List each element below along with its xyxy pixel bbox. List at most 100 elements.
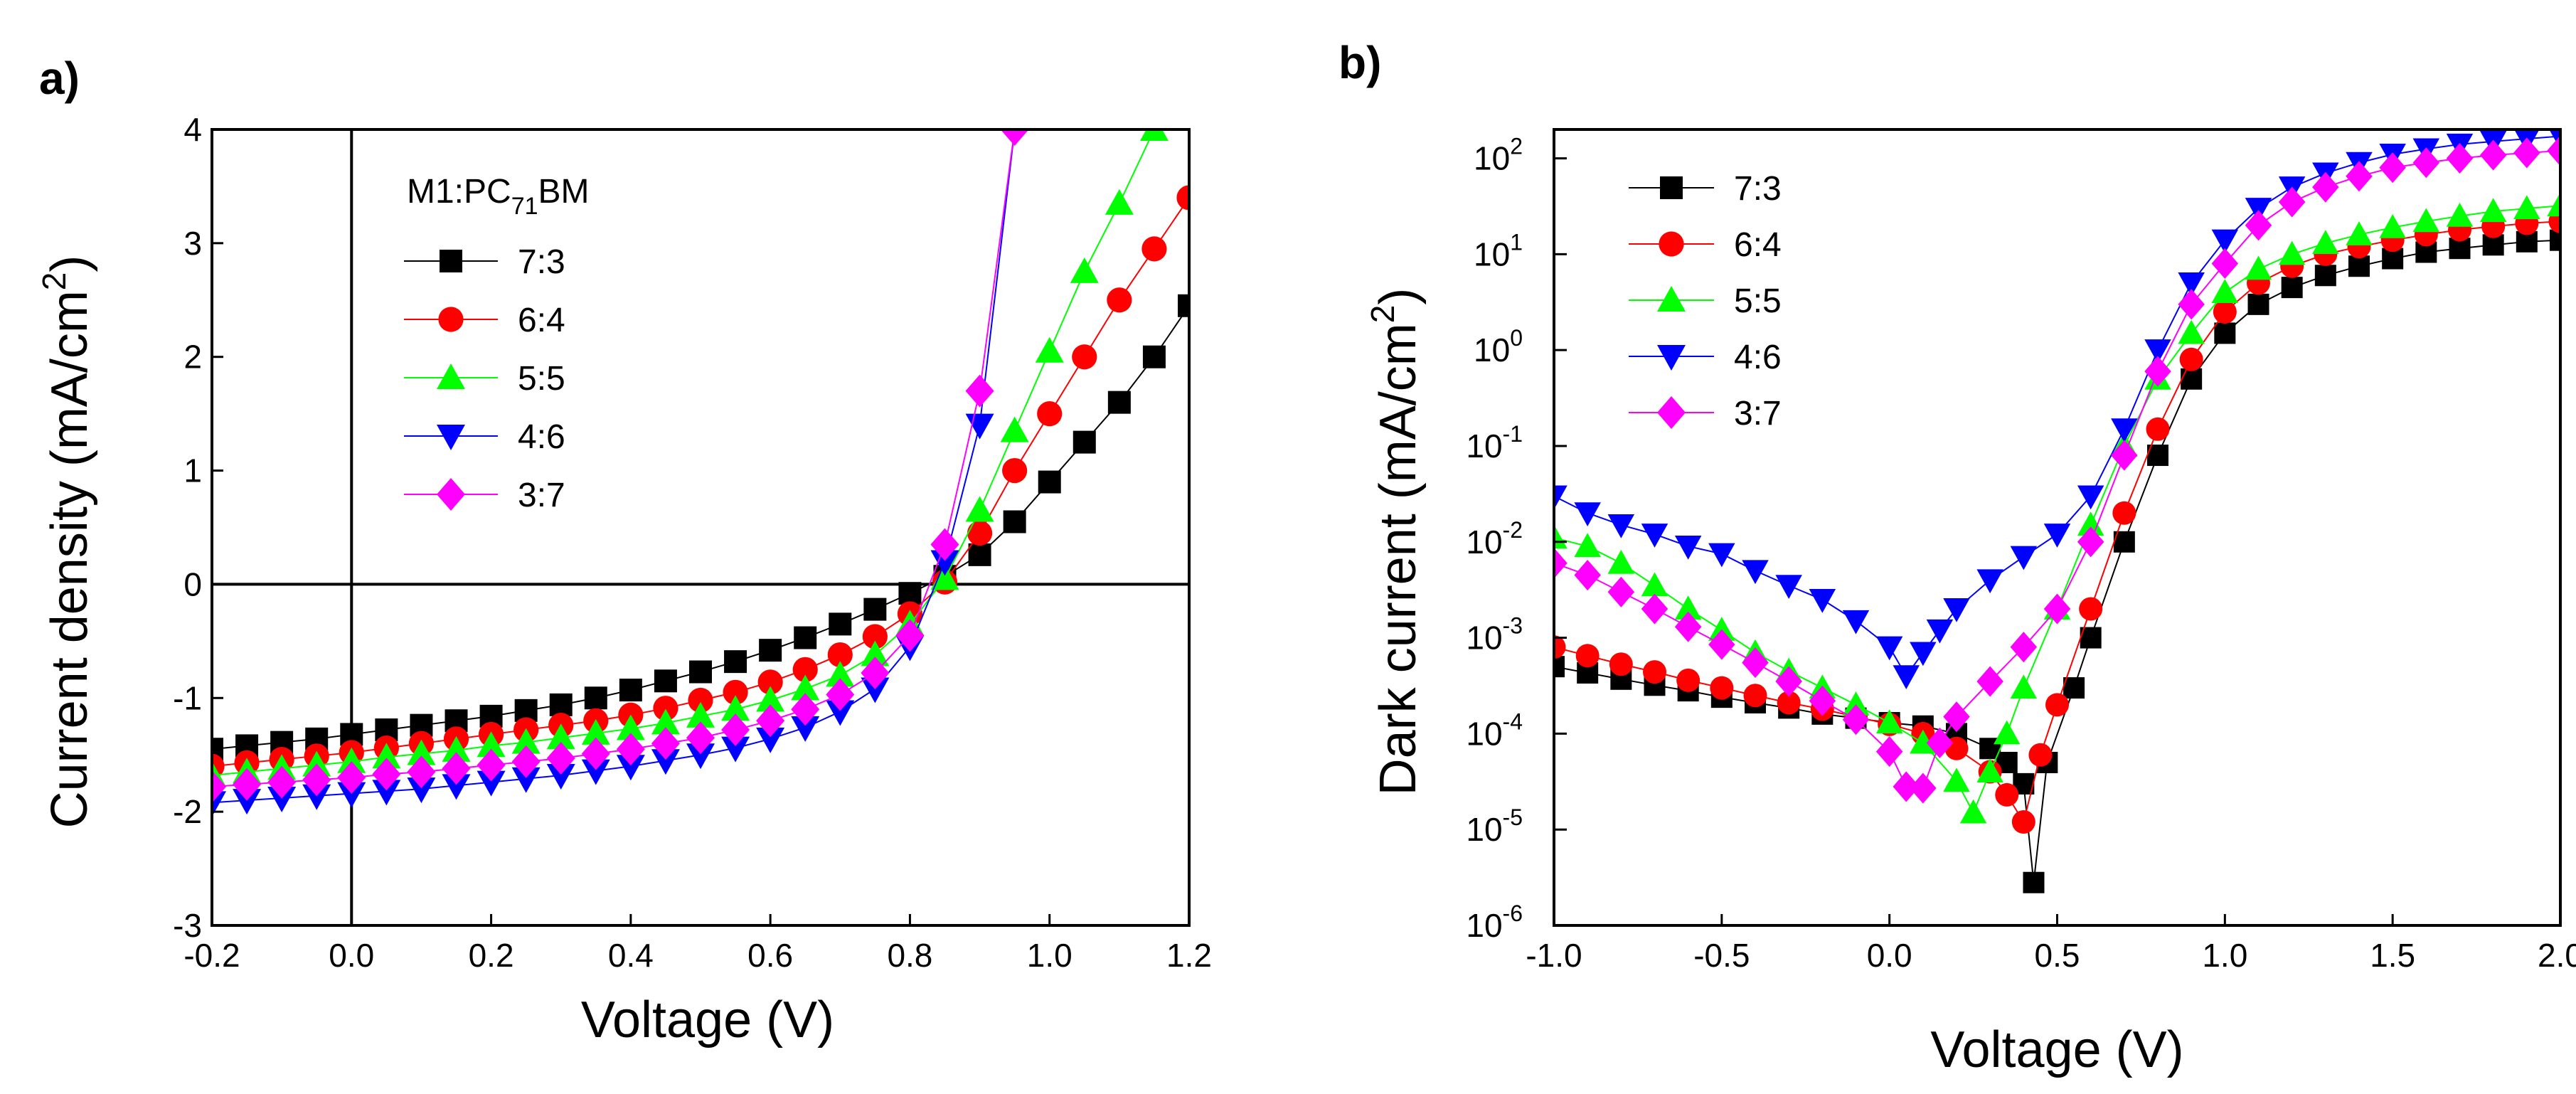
data-point-5:5 [1105,188,1134,215]
y-tick-exp: -3 [1503,613,1523,639]
data-point-4:6 [1574,502,1601,526]
data-point-6:4 [2079,597,2103,621]
data-point-3:7 [965,374,994,408]
data-point-5:5 [1000,416,1029,442]
y-axis-title-a: Current density (mA/cm2) [36,255,98,829]
data-point-3:7 [1809,685,1836,716]
data-point-6:4 [1575,644,1600,668]
data-point-5:5 [861,640,890,667]
data-point-6:4 [2011,810,2035,834]
series-line-5:5 [1554,205,2560,814]
data-point-3:7 [616,733,645,766]
data-point-5:5 [1976,758,2003,783]
data-point-7:3 [2281,277,2303,299]
data-point-4:6 [616,755,645,781]
data-point-5:5 [2346,221,2373,245]
data-point-3:7 [2043,593,2071,625]
data-point-3:7 [1000,129,1029,146]
y-tick-label-b: 10-3 [1466,613,1523,657]
x-tick-label-b: 1.0 [2202,937,2247,974]
y-axis-title-a-main: Current density (mA/cm [41,290,98,828]
data-point-6:4 [1176,185,1189,211]
data-point-7:3 [829,612,852,636]
legend-marker-5:5 [437,363,465,389]
x-tick-label-b: 1.5 [2370,937,2415,974]
data-point-3:7 [2346,161,2373,192]
x-axis-title-a: Voltage (V) [581,992,834,1048]
data-point-4:6 [372,780,401,806]
y-tick-base: 10 [1466,427,1502,464]
data-point-3:7 [895,619,925,652]
legend-label-5:5: 5:5 [518,360,565,398]
series-line-6:4 [1554,221,2560,824]
y-axis-title-b: Dark current (mA/cm2) [1364,288,1427,796]
y-tick-base: 10 [1466,811,1502,848]
legend-title-sub: 71 [511,193,538,220]
data-point-7:3 [968,543,991,566]
data-point-3:7 [2479,139,2507,171]
data-point-3:7 [1943,701,1970,733]
data-point-5:5 [372,743,401,769]
x-axis-title-b: Voltage (V) [1930,1021,2183,1078]
data-point-7:3 [1038,470,1061,494]
data-point-7:3 [2214,322,2236,344]
legend-label-7:3: 7:3 [1734,170,1782,208]
data-point-5:5 [2513,195,2540,220]
data-point-4:6 [581,759,610,785]
data-point-5:5 [1035,336,1064,363]
x-tick-label-b: 2.0 [2538,937,2576,974]
data-point-6:4 [792,657,818,682]
y-tick-base: 10 [1466,907,1502,944]
data-point-3:7 [1875,736,1903,768]
data-point-3:7 [1842,704,1870,735]
legend-b: 7:3 6:4 5:5 4:6 3:7 [1629,170,1782,432]
y-tick-exp: -5 [1503,804,1523,830]
data-point-3:7 [1976,666,2003,697]
data-point-3:7 [2077,526,2104,558]
data-point-4:6 [1926,619,1954,644]
data-point-5:5 [791,674,820,701]
data-point-3:7 [337,761,366,795]
data-point-4:6 [2211,229,2239,254]
data-point-3:7 [756,704,785,738]
data-point-3:7 [2412,147,2440,179]
data-point-5:5 [651,708,680,735]
data-point-7:3 [1178,294,1189,317]
data-point-6:4 [1995,782,2019,807]
data-point-3:7 [1742,647,1769,679]
y-tick-label-a: 2 [183,339,202,376]
data-point-3:7 [407,755,436,789]
x-tick-label-b: -1.0 [1526,937,1582,974]
data-point-5:5 [1708,617,1735,641]
y-tick-label-b: 102 [1474,134,1523,177]
legend-marker-7:3 [440,250,462,272]
y-tick-exp: -4 [1503,708,1523,734]
y-axis-title-b-end: ) [1370,288,1427,305]
data-point-4:6 [826,700,855,726]
x-tick-label-b: -0.5 [1693,937,1750,974]
data-point-5:5 [511,728,541,754]
data-point-7:3 [724,650,747,674]
y-tick-label-a: 0 [183,565,202,602]
legend-marker-4:6 [1657,345,1686,371]
data-point-4:6 [686,743,715,770]
data-point-6:4 [2028,743,2053,767]
data-point-5:5 [965,496,994,522]
data-point-5:5 [1574,533,1601,557]
data-point-4:6 [1674,535,1702,560]
x-tick-label-a: -0.2 [183,937,240,974]
data-point-5:5 [1842,691,1870,716]
data-point-5:5 [2178,319,2205,344]
y-tick-exp: -6 [1503,901,1523,926]
data-point-4:6 [1708,543,1735,568]
data-point-4:6 [2010,546,2038,570]
y-tick-label-a: 1 [183,452,202,489]
data-point-3:7 [2379,152,2406,184]
data-point-5:5 [1070,257,1099,283]
x-tick-label-b: 0.5 [2035,937,2080,974]
data-point-6:4 [827,642,853,668]
data-point-3:7 [2547,135,2560,166]
data-point-7:3 [584,686,607,710]
data-point-7:3 [689,660,712,684]
